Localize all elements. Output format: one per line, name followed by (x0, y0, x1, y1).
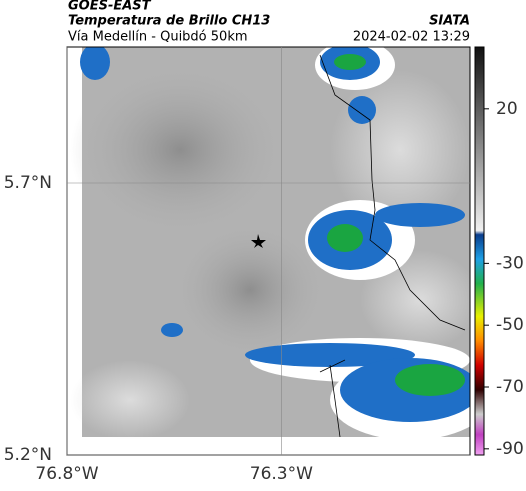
colorbar-tick-label: 20 (496, 99, 518, 119)
colorbar (474, 46, 485, 456)
colorbar-tick-label: -90 (496, 439, 524, 459)
imagery (70, 47, 470, 440)
y-tick-label: 5.2°N (4, 445, 52, 465)
colorbar-tick-label: -30 (496, 253, 524, 273)
colorbar-tick-label: -50 (496, 315, 524, 335)
y-tick-label: 5.7°N (4, 173, 52, 193)
x-tick-label: 76.3°W (250, 464, 313, 484)
x-tick-label: 76.8°W (35, 464, 98, 484)
product: Temperatura de Brillo CH13 (68, 14, 270, 29)
source: SIATA (429, 14, 470, 29)
region: Vía Medellín - Quibdó 50km (68, 30, 248, 45)
colorbar-tick-label: -70 (496, 377, 524, 397)
satellite: GOES-EAST (68, 0, 152, 14)
location-marker (251, 234, 266, 248)
timestamp: 2024-02-02 13:29 (353, 30, 470, 45)
